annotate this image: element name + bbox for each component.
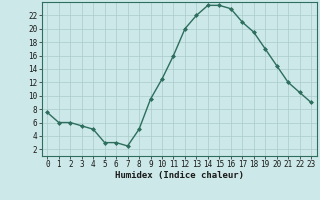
X-axis label: Humidex (Indice chaleur): Humidex (Indice chaleur) (115, 171, 244, 180)
